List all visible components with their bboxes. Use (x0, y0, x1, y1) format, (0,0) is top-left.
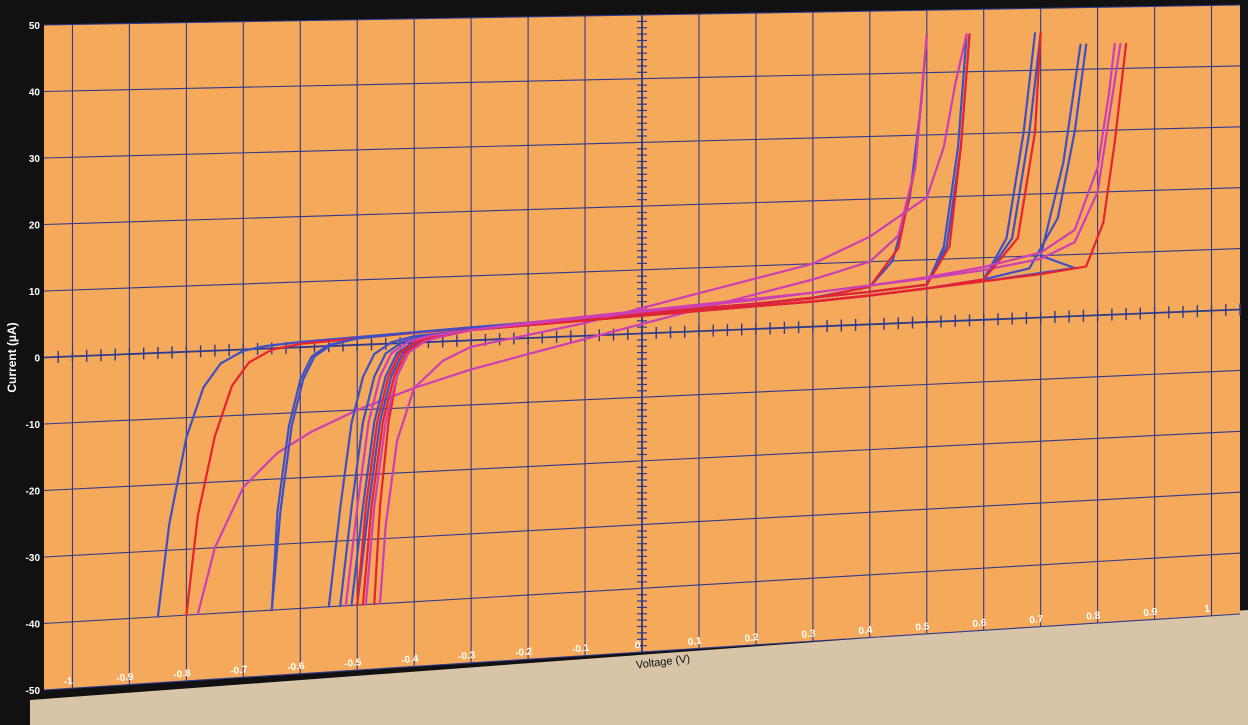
y-tick-label: 10 (29, 287, 41, 298)
x-tick-label: 0.5 (915, 621, 931, 634)
y-tick-label: 20 (29, 221, 41, 232)
y-tick-label: 0 (34, 354, 40, 365)
x-tick-label: 0.2 (744, 632, 760, 645)
data-series (156, 31, 1128, 618)
x-tick-label: -0.5 (344, 657, 363, 670)
iv-series-line (196, 34, 928, 616)
x-tick-label: 0.6 (972, 617, 988, 630)
y-tick-label: 40 (29, 88, 41, 99)
y-tick-label: -40 (26, 620, 41, 631)
x-tick-label: 0.7 (1029, 614, 1045, 627)
reflective-floor (30, 610, 1248, 725)
x-tick-label: 0.1 (687, 636, 703, 649)
iv-series-line (344, 42, 1116, 607)
x-tick-label: 0.4 (858, 625, 874, 638)
y-tick-label: 50 (29, 21, 41, 32)
y-axis-title: Current (µA) (5, 322, 19, 392)
y-tick-label: -10 (26, 420, 41, 431)
y-tick-label: 30 (29, 154, 41, 165)
y-tick-label: -30 (26, 553, 41, 564)
x-tick-label: -0.7 (230, 664, 249, 677)
x-tick-label: 0.3 (801, 628, 817, 641)
x-tick-label: -0.3 (458, 650, 477, 663)
x-tick-label: -0.8 (173, 668, 192, 681)
x-tick-label: 0.9 (1143, 607, 1159, 620)
iv-series-line (364, 42, 1122, 606)
iv-series-line (378, 33, 968, 605)
center-axes (43, 15, 1241, 652)
x-tick-label: -0.2 (515, 646, 534, 659)
x-tick-label: 0.8 (1086, 610, 1102, 623)
y-tick-label: -50 (26, 686, 41, 697)
y-tick-label: -20 (26, 487, 41, 498)
x-tick-label: -0.6 (287, 661, 306, 674)
x-tick-label: -0.4 (401, 653, 420, 666)
x-tick-label: 1 (1204, 603, 1211, 615)
x-tick-label: -0.1 (571, 643, 590, 656)
tick-labels: -1 -0.9 -0.8 -0.7 -0.6 -0.5 -0.4 -0.3 -0.2 -0.1 0 0… (26, 21, 1212, 697)
x-tick-label: -1 (63, 676, 74, 688)
x-tick-label: 0 (634, 640, 641, 652)
x-tick-label: -0.9 (116, 672, 135, 685)
iv-series-line (356, 31, 1042, 607)
